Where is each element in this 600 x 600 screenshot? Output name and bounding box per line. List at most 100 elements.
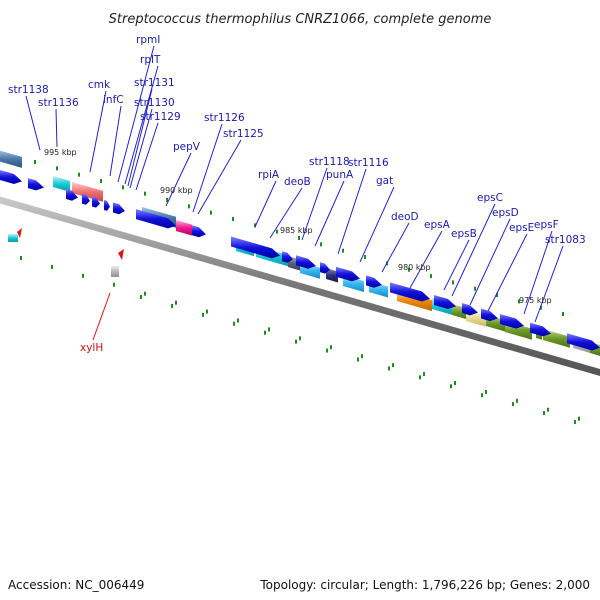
tick-mark [254,223,256,228]
label-line [269,187,303,239]
tick-mark [452,280,454,285]
gene-arrow [282,251,293,263]
label-line [359,186,395,263]
tick-mark [419,375,421,380]
gene-label-str1125[interactable]: str1125 [223,128,264,140]
kbp-marker: 995 kbp [44,148,77,157]
tick-mark [82,273,84,278]
gene-label-str1083[interactable]: str1083 [545,234,586,246]
gene-label-str1136[interactable]: str1136 [38,97,79,109]
label-line [25,95,41,151]
tick-mark [144,191,146,196]
gene-label-epsa[interactable]: epsA [424,219,451,231]
gene-label-xylh[interactable]: xylH [80,342,103,354]
tick-mark [140,295,142,299]
gene-label-rpia[interactable]: rpiA [258,169,280,181]
feature-box [0,150,22,168]
tick-mark [237,318,239,323]
gene-label-str1126[interactable]: str1126 [204,112,245,124]
gene-arrow [136,209,176,229]
gene-label-str1131[interactable]: str1131 [134,77,175,89]
label-line [301,167,328,241]
tick-mark [485,389,487,394]
gene-label-rpmi[interactable]: rpmI [136,34,160,46]
label-line [165,152,192,207]
gene-arrow [231,236,280,259]
kbp-marker: 985 kbp [280,226,313,235]
label-line [409,230,443,289]
tick-mark [276,229,278,234]
tick-mark [122,185,124,190]
tick-mark [175,300,177,305]
tick-mark [574,419,576,424]
tick-mark [326,348,328,353]
label-line [487,233,528,312]
gene-label-infc[interactable]: infC [103,94,124,106]
gene-arrow [434,294,456,310]
gene-arrow [296,255,316,269]
kbp-labels: 995 kbp 990 kbp 985 kbp 980 kbp 975 kbp [44,148,552,305]
gene-label-str1118[interactable]: str1118 [309,156,350,168]
feature-box [176,220,192,236]
tick-mark [20,256,22,260]
tick-mark [454,380,456,385]
gene-arrow [28,178,44,191]
feature-box [72,182,103,202]
gene-label-epsd[interactable]: epsD [492,207,519,219]
label-lines [25,45,564,323]
tick-mark [330,345,332,350]
tick-mark [562,312,564,317]
tick-mark [56,166,58,171]
label-line [89,90,107,173]
tick-mark [392,363,394,368]
xylh-line [92,292,111,341]
gene-label-str1129[interactable]: str1129 [140,111,181,123]
label-line [443,239,470,291]
gene-label-puna[interactable]: punA [326,169,354,181]
gene-label-str1138[interactable]: str1138 [8,84,49,96]
gene-label-deob[interactable]: deoB [284,176,311,188]
gene-label-epse[interactable]: epsE [509,222,534,234]
tick-mark [496,293,498,298]
gene-arrows [0,170,600,351]
gene-arrow [104,199,110,211]
gene-label-epsb[interactable]: epsB [451,228,477,240]
genome-backbone [0,196,600,376]
label-line [124,65,159,185]
tick-mark [518,299,520,304]
gene-label-str1130[interactable]: str1130 [134,97,175,109]
tick-mark [34,160,36,164]
gene-label-gat[interactable]: gat [376,175,393,187]
gene-arrow [82,193,90,205]
tick-mark [113,282,115,287]
gene-label-epsf[interactable]: epsF [534,219,559,231]
feature-box [111,266,119,277]
gene-label-cmk[interactable]: cmk [88,79,111,91]
tick-mark [547,407,549,412]
gene-arrow [530,322,551,337]
gene-label-rplt[interactable]: rplT [140,54,161,66]
gene-arrow [336,266,360,282]
kbp-marker: 980 kbp [398,263,431,272]
gene-label-str1116[interactable]: str1116 [348,157,389,169]
gene-label-deod[interactable]: deoD [391,211,419,223]
map-title: Streptococcus thermophilus CNRZ1066, com… [109,12,492,27]
gene-arrow [320,262,330,274]
kbp-marker: 975 kbp [519,296,552,305]
gene-label-epsc[interactable]: epsC [477,192,503,204]
accession-text: Accession: NC_006449 [8,578,145,592]
tick-mark [578,416,580,421]
tick-mark [100,179,102,184]
tick-mark [540,305,542,310]
tick-mark [51,264,53,269]
feature-box [8,234,18,242]
tick-mark [342,248,344,253]
tick-mark [430,274,432,279]
gene-arrow [92,196,100,208]
gene-arrow [366,275,382,288]
kbp-marker: 990 kbp [160,186,193,195]
gene-label-pepv[interactable]: pepV [173,141,201,153]
label-line [197,139,242,215]
